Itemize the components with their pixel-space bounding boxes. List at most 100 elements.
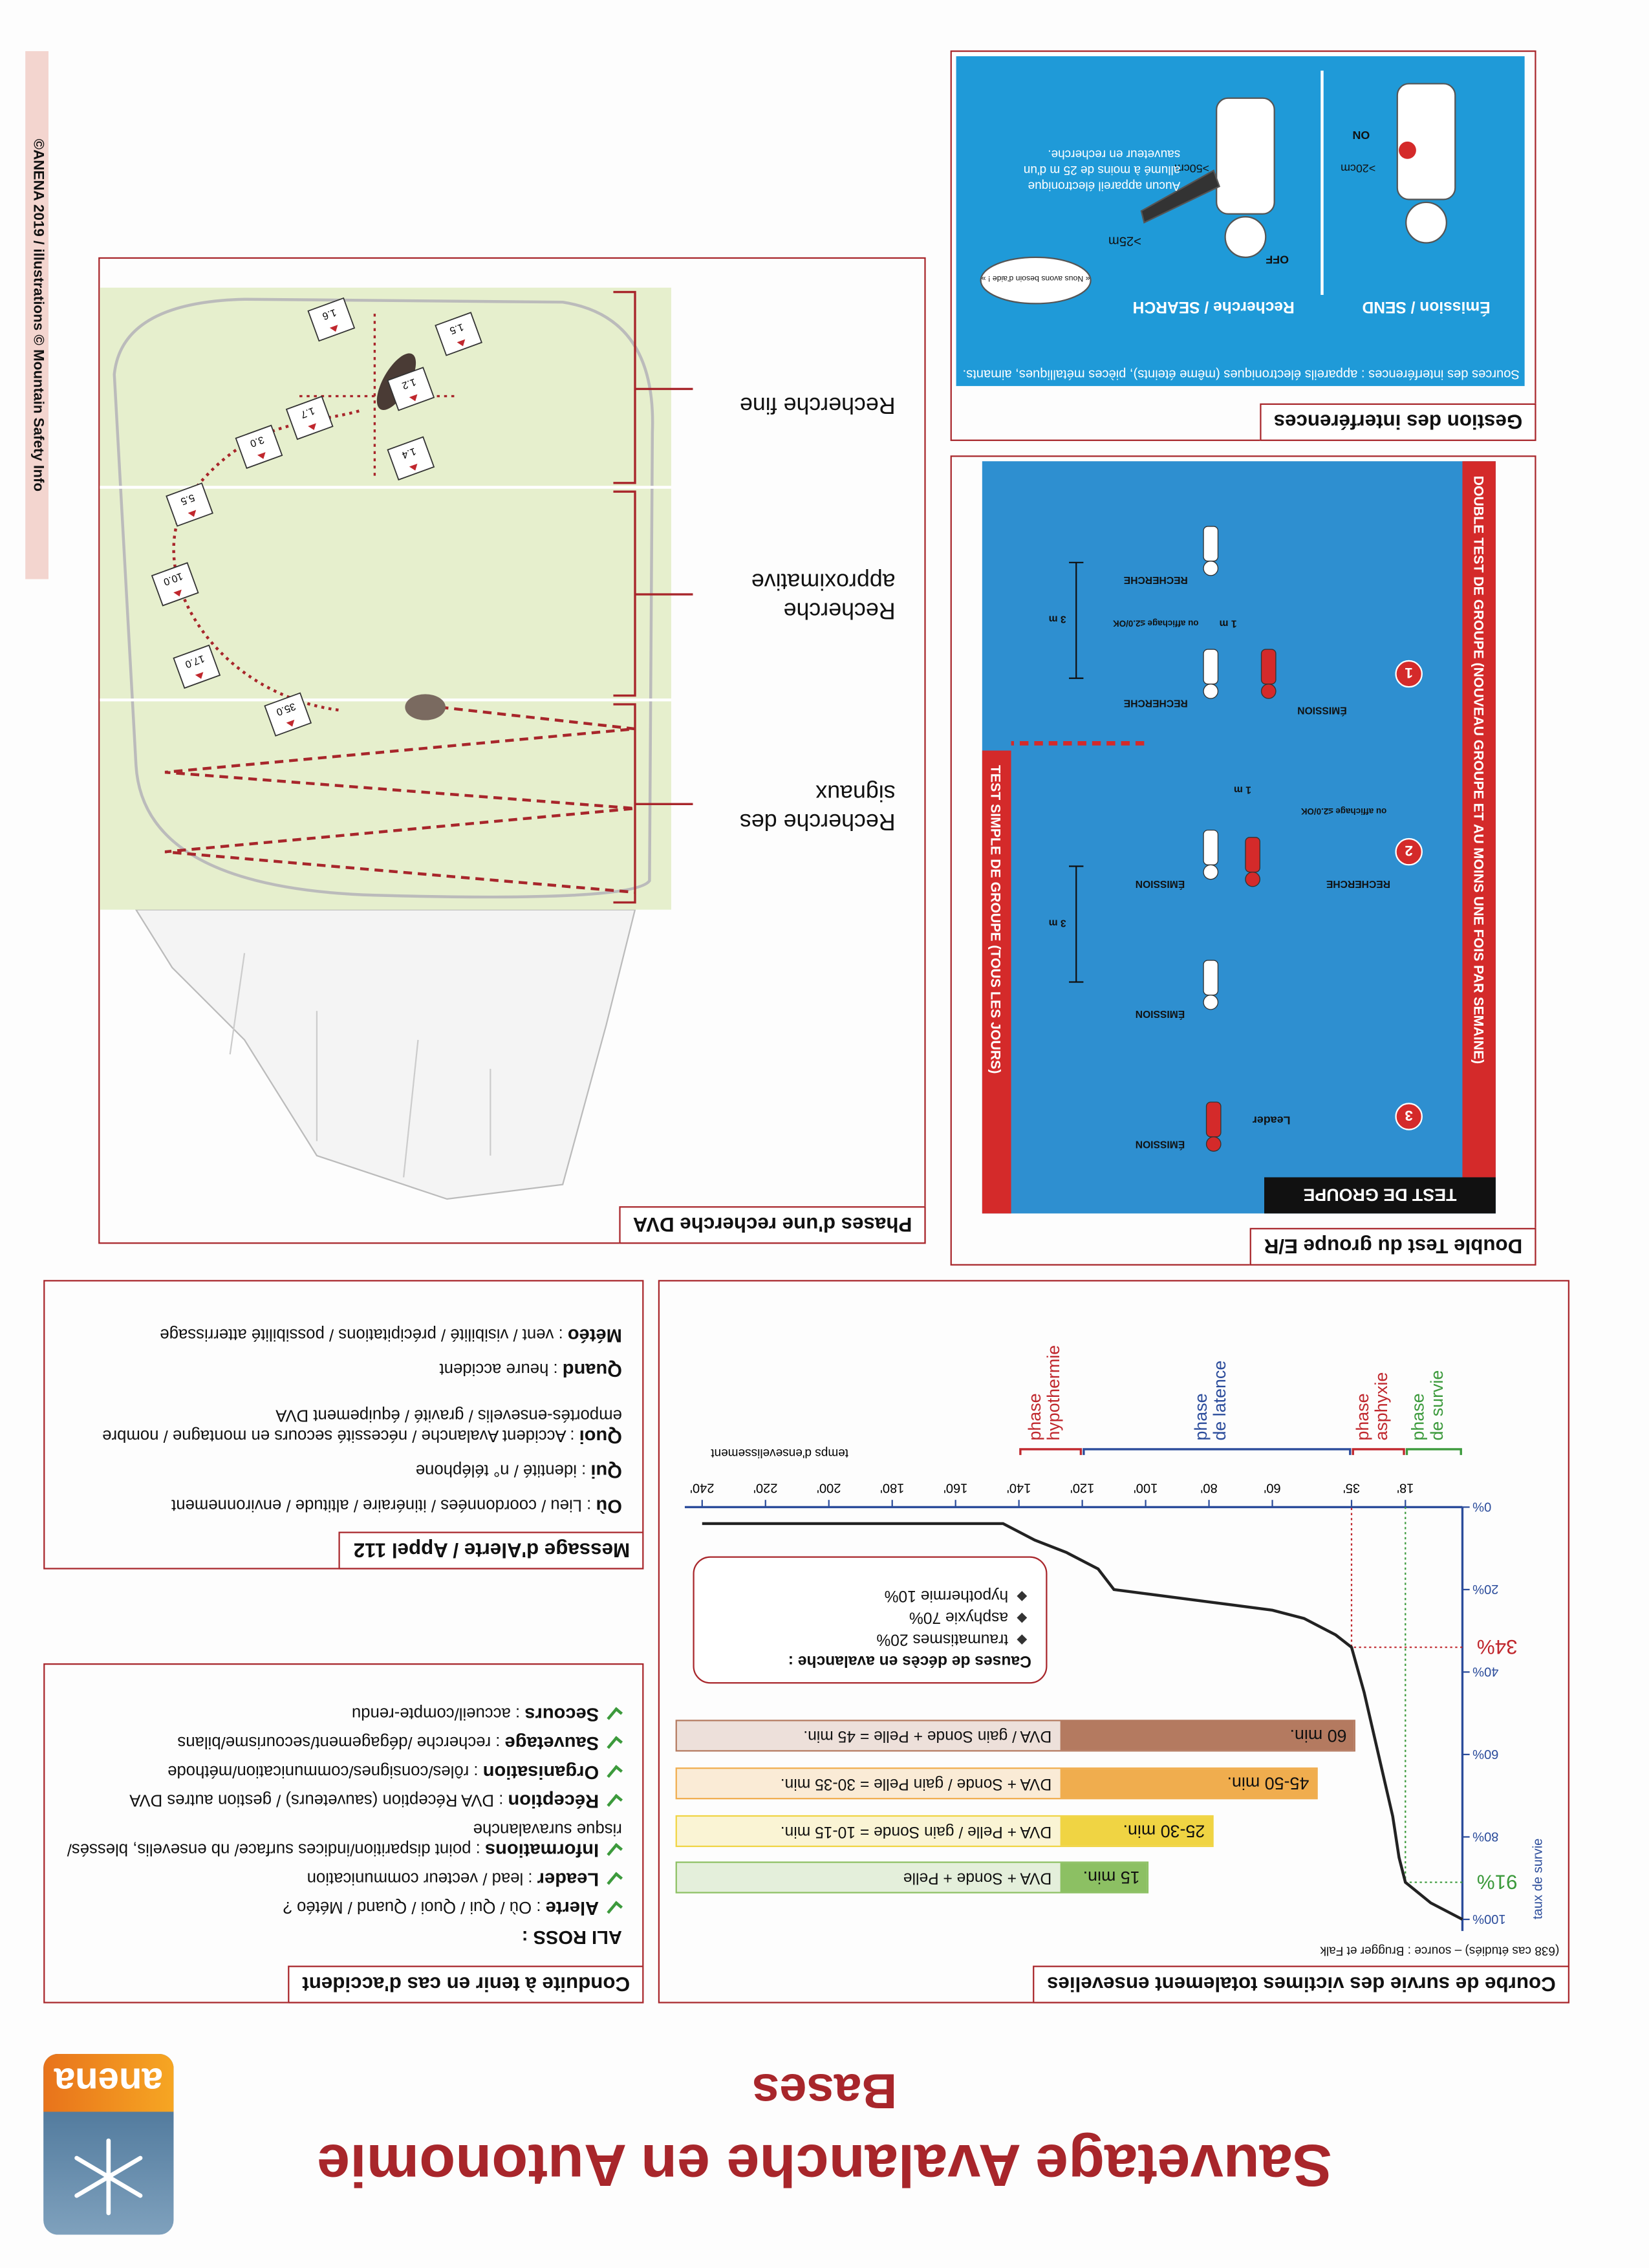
- distance-card: [235, 424, 283, 470]
- person-body: [1203, 829, 1219, 865]
- rescue-time: 60 min.: [1060, 1721, 1354, 1751]
- conduct-panel: Conduite à tenir en cas d'accident ALI R…: [43, 1663, 645, 2004]
- section-brackets: [613, 290, 693, 904]
- title: Sauvetage Avalanche en Autonomie: [317, 2132, 1332, 2199]
- step-number: 1: [1405, 665, 1412, 681]
- cause-item: asphyxie 70%: [709, 1606, 1031, 1628]
- mountain-lines: [229, 953, 491, 1178]
- person-body: [1203, 526, 1219, 562]
- device-distance: >25m: [1108, 234, 1141, 248]
- item-key: Qui: [590, 1460, 622, 1483]
- cause-text: asphyxie 70%: [909, 1608, 1009, 1626]
- distance-arrow: [409, 463, 418, 471]
- rescue-method: DVA + Sonde / gain Pelle = 30-35 min.: [780, 1775, 1052, 1793]
- y-tick-label: 20%: [1472, 1582, 1498, 1596]
- phase-label: asphyxie: [1372, 1372, 1391, 1441]
- bullet-icon: [1017, 1612, 1028, 1623]
- bullet-icon: [1017, 1591, 1028, 1601]
- list-item: Réception : DVA Réception (sauveteurs) /…: [56, 1789, 623, 1813]
- list-item: Leader : lead / vecteur communication: [56, 1867, 623, 1891]
- distance-card: [435, 312, 483, 356]
- step-badge: [1395, 1103, 1423, 1130]
- distance-label: 3 m: [1049, 917, 1066, 928]
- interference-panel: Sources des interférences : appareils él…: [950, 50, 1537, 442]
- figures: [980, 83, 1456, 305]
- list-item: Alerte : Où / Qui / Quoi / Quand / Météo…: [56, 1896, 623, 1919]
- rescue-bar: 15 min. DVA + Sonde + Pelle: [675, 1861, 1149, 1894]
- item-key: Réception: [508, 1790, 599, 1813]
- item-key: Où: [596, 1495, 622, 1518]
- person-head: [1203, 864, 1219, 880]
- item-text: : Lieu / coordonnées / itinéraire / alti…: [171, 1495, 592, 1513]
- display-label: ou affichage ≤2.0/OK: [1300, 806, 1386, 816]
- check-icon: [607, 1901, 623, 1918]
- person-head: [1245, 871, 1260, 887]
- survival-chart: 0% 20% 40% 60% 80% 100% 18' 35' 60' 80' 100' 120' 14…: [684, 1345, 1545, 1931]
- person-body: [1205, 1101, 1222, 1138]
- y-tick-label: 40%: [1472, 1665, 1498, 1679]
- logo-text: anena: [43, 2053, 174, 2112]
- distance-label: 1.2: [400, 376, 417, 391]
- check-icon: [607, 1793, 623, 1811]
- blue-panel: [982, 461, 1496, 1214]
- logo: anena: [43, 2053, 174, 2235]
- causes-box: Causes de décès en avalanche : traumatis…: [693, 1556, 1048, 1684]
- search-title: Phases d'une recherche DVA: [618, 1207, 927, 1245]
- distance-card: [264, 692, 312, 737]
- phase-label: phase: [1025, 1393, 1044, 1440]
- item-text: : lead / vecteur communication: [307, 1868, 533, 1886]
- person-body: [1260, 649, 1277, 685]
- x-tick-label: 80': [1200, 1481, 1217, 1495]
- send-label: Émission / SEND: [1362, 298, 1490, 316]
- check-icon: [607, 1707, 623, 1724]
- survival-title: Courbe de survie des victimes totalement…: [1032, 1966, 1571, 2004]
- distance-label: 5.5: [179, 491, 197, 507]
- distance-arrow: [409, 394, 418, 402]
- double-label: DOUBLE TEST DE GROUPE (NOUVEAU GROUPE ET…: [1471, 476, 1486, 1064]
- emission-label: ÉMISSION: [1136, 1139, 1185, 1151]
- search-distance: >50cm: [1174, 162, 1209, 175]
- distance-bracket: [1069, 865, 1084, 983]
- person-head: [1203, 684, 1219, 699]
- alert-panel: Message d'Alerte / Appel 112 Où : Lieu /…: [43, 1280, 645, 1570]
- y-tick-label: 80%: [1472, 1830, 1498, 1844]
- item-text: : Accident Avalanche / nécessité secours…: [102, 1405, 622, 1444]
- item-key: Météo: [567, 1324, 622, 1347]
- bullet-icon: [1017, 1634, 1028, 1645]
- distance-arrow: [257, 452, 266, 459]
- distance-arrow: [195, 672, 204, 679]
- survival-source: (638 cas étudiés) – source : Brugger et …: [1320, 1943, 1560, 1959]
- rescue-time: 25-30 min.: [1060, 1817, 1212, 1846]
- item-key: Leader: [537, 1868, 599, 1891]
- x-tick-label: 120': [1070, 1481, 1094, 1495]
- distance-label: 1.7: [299, 405, 316, 420]
- item-key: Quoi: [579, 1426, 622, 1448]
- cause-text: hypothermie 10%: [884, 1586, 1009, 1604]
- double-strip: [1462, 461, 1496, 1178]
- search-illustration: 35.017.010.05.53.01.71.41.51.61.2: [100, 287, 693, 1200]
- x-tick-label: 240': [690, 1481, 714, 1495]
- on-label: ON: [1352, 129, 1370, 142]
- survival-panel: 0% 20% 40% 60% 80% 100% 18' 35' 60' 80' 100' 120' 14…: [658, 1280, 1571, 2004]
- phase-bracket: [1352, 1448, 1405, 1455]
- device: [1399, 141, 1416, 159]
- check-icon: [607, 1872, 623, 1889]
- y-tick-label: 100%: [1472, 1912, 1506, 1926]
- distance-arrow: [173, 589, 182, 597]
- item-text: : Où / Qui / Quoi / Quand / Météo ?: [283, 1897, 541, 1916]
- item-text: : accueil/compte-rendu: [351, 1703, 521, 1722]
- step-number: 2: [1405, 843, 1412, 859]
- leader-label: Leader: [1253, 1114, 1291, 1127]
- step-number: 3: [1405, 1108, 1412, 1124]
- person-head: [1203, 560, 1219, 576]
- search-panel: 35.0 17.0 10.0 5.5 3.0 1.7 1.4 1.5 1.6 1.2 Phases…: [98, 257, 927, 1245]
- rescue-bar: 60 min. DVA / gain Sonde + Pelle = 45 min…: [675, 1720, 1355, 1752]
- group-test-title: Double Test du groupe E/R: [1249, 1228, 1537, 1267]
- person-body: [1245, 837, 1260, 873]
- step-badge: [1395, 837, 1423, 866]
- distance-arrow: [308, 423, 316, 431]
- cause-item: traumatismes 20%: [709, 1627, 1031, 1649]
- item-key: Quand: [562, 1359, 622, 1381]
- y-tick-label: 0%: [1472, 1500, 1491, 1514]
- distance-arrow: [329, 325, 338, 332]
